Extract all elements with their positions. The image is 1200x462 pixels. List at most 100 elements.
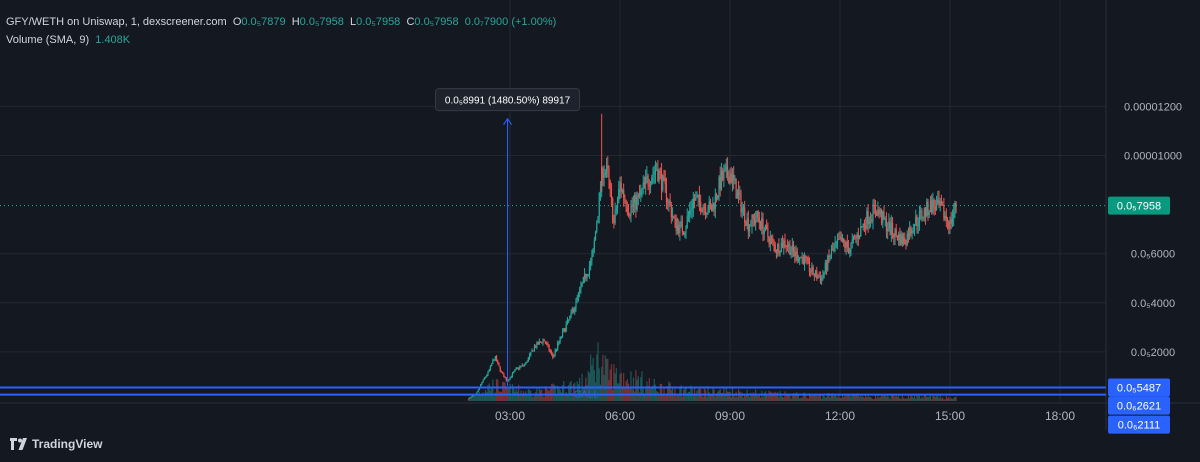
- candle-body: [839, 236, 841, 240]
- candle-body: [813, 275, 815, 277]
- candle-body: [653, 172, 655, 175]
- candle-body: [923, 208, 925, 218]
- tradingview-branding[interactable]: TradingView: [10, 437, 102, 451]
- candle-body: [478, 387, 481, 390]
- volume-bar: [569, 382, 571, 401]
- candle-body: [616, 200, 619, 210]
- candle-body: [865, 225, 867, 229]
- horizontal-levels: CALL: [0, 205, 1106, 401]
- candle-body: [558, 341, 560, 343]
- candle-body: [784, 240, 786, 246]
- candle-body: [620, 182, 622, 192]
- candle-body: [740, 193, 742, 213]
- candle-body: [591, 256, 593, 261]
- volume-bar: [555, 394, 558, 401]
- volume-bar: [955, 396, 957, 401]
- volume-bar: [736, 397, 738, 401]
- volume-bar: [486, 392, 488, 401]
- candle-body: [796, 251, 798, 261]
- volume-bar: [467, 399, 470, 401]
- volume-bar: [768, 390, 770, 401]
- volume-bar: [517, 384, 520, 401]
- candle-body: [554, 349, 556, 355]
- volume-bar: [788, 393, 790, 401]
- candle-body: [668, 200, 670, 203]
- candle-body: [767, 228, 769, 237]
- volume-bar: [646, 381, 648, 401]
- candle-body: [521, 364, 523, 367]
- candle-body: [898, 234, 900, 241]
- volume-bar: [934, 396, 936, 401]
- candle-body: [800, 257, 802, 259]
- low-label: L: [349, 16, 357, 28]
- candle-body: [676, 224, 679, 231]
- candle-body: [889, 221, 891, 235]
- volume-bar: [783, 397, 785, 401]
- candle-body: [748, 225, 751, 232]
- candle-body: [491, 363, 493, 366]
- candle-body: [700, 202, 702, 212]
- candle-body: [651, 178, 653, 185]
- volume-bar: [878, 397, 880, 401]
- volume-bar: [575, 393, 577, 401]
- candle-body: [937, 199, 939, 204]
- candle-body: [718, 176, 720, 196]
- candle-body: [704, 207, 707, 215]
- candle-body: [557, 342, 559, 350]
- candle-body: [882, 211, 884, 223]
- candle-body: [850, 242, 852, 250]
- candle-body: [720, 170, 723, 190]
- volume-bar: [657, 391, 659, 401]
- volume-bar: [789, 395, 791, 401]
- volume-bar: [610, 364, 613, 401]
- candle-body: [924, 208, 927, 216]
- candle-body: [657, 169, 659, 181]
- candle-body: [563, 328, 565, 331]
- volume-bar: [808, 393, 811, 401]
- volume-bar: [681, 396, 683, 401]
- volume-bar: [757, 395, 759, 401]
- volume-bar: [520, 390, 522, 401]
- volume-bar: [885, 396, 888, 401]
- candle-body: [588, 266, 591, 275]
- candle-body: [566, 319, 569, 325]
- candle-body: [574, 307, 576, 313]
- candle-body: [482, 379, 484, 383]
- candle-body: [945, 215, 947, 220]
- candle-body: [953, 212, 955, 219]
- candle-body: [828, 255, 830, 258]
- volume-bar: [656, 390, 658, 401]
- candle-body: [660, 172, 663, 191]
- candle-body: [530, 351, 532, 355]
- candle-body: [868, 220, 870, 224]
- volume-bar: [901, 395, 903, 401]
- candle-body: [785, 245, 787, 247]
- candle-body: [565, 324, 567, 332]
- candle-body: [890, 222, 892, 235]
- candle-body: [780, 243, 782, 253]
- candle-body: [469, 397, 471, 399]
- candle-body: [658, 170, 660, 181]
- candle-body: [774, 244, 776, 252]
- volume-bar: [880, 393, 883, 401]
- candle-body: [766, 224, 768, 229]
- candle-body: [516, 367, 518, 369]
- candle-body: [690, 210, 692, 212]
- volume-bar: [542, 396, 544, 401]
- volume-bar: [734, 397, 736, 401]
- volume-bar: [503, 381, 505, 401]
- volume-bar: [763, 392, 765, 401]
- candle-body: [559, 337, 561, 342]
- volume-bar: [665, 394, 668, 401]
- volume-bar: [895, 393, 897, 401]
- volume-bar: [784, 391, 786, 401]
- candle-body: [632, 202, 635, 207]
- volume-bar: [638, 392, 641, 401]
- low-value: 0.0₅7958: [356, 16, 401, 28]
- candle-body: [696, 196, 698, 198]
- candle-body: [816, 270, 818, 279]
- candle-body: [920, 210, 922, 213]
- candle-body: [950, 219, 952, 224]
- candle-body: [519, 366, 521, 369]
